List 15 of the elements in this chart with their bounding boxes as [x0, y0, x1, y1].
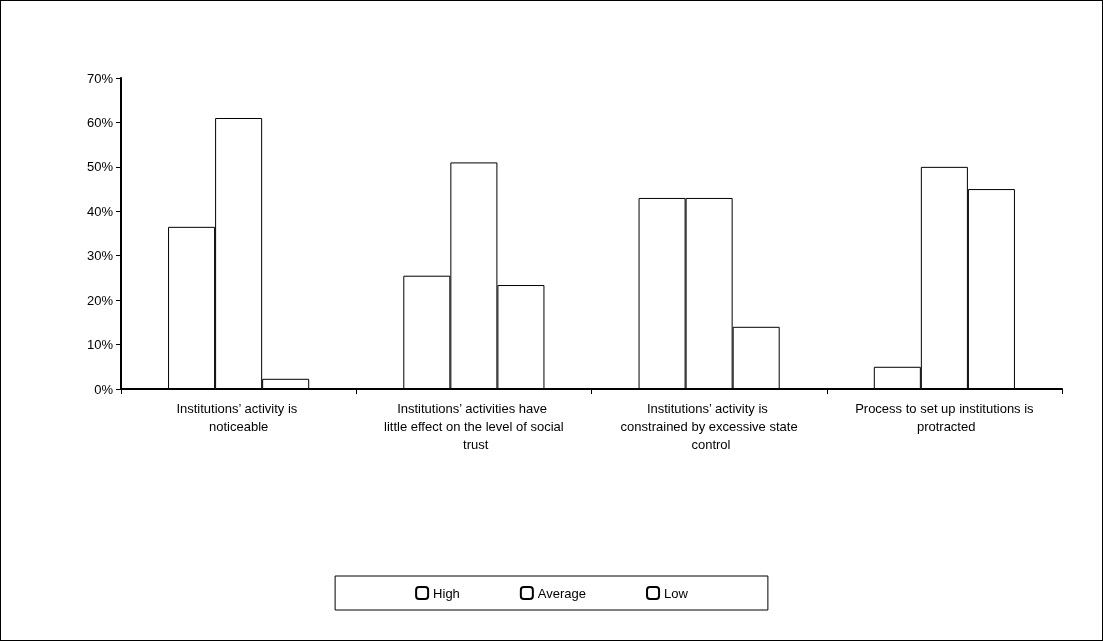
y-tick-label: 70% — [86, 70, 114, 86]
y-tick-label: 40% — [86, 203, 114, 219]
y-tick-label: 30% — [86, 248, 114, 264]
y-tick-label: 60% — [86, 114, 114, 130]
y-tick-label: 20% — [86, 292, 114, 308]
y-tick-label: 50% — [86, 159, 114, 175]
y-tick-label: 10% — [86, 337, 114, 353]
y-tick-label: 0% — [94, 381, 114, 397]
x-tick-label: Institutions’ activities have little effect on the level of social trust — [384, 400, 564, 452]
x-tick-label: Institutions’ activity is noticeable — [176, 400, 301, 434]
legend-label: Low — [664, 585, 689, 601]
x-tick-label: Process to set up institutions is protracted — [855, 400, 1035, 434]
legend-label: High — [433, 585, 460, 601]
legend-label: Average — [537, 585, 587, 601]
x-tick-label: Institutions’ activity is constrained by excessive state control — [620, 400, 798, 452]
